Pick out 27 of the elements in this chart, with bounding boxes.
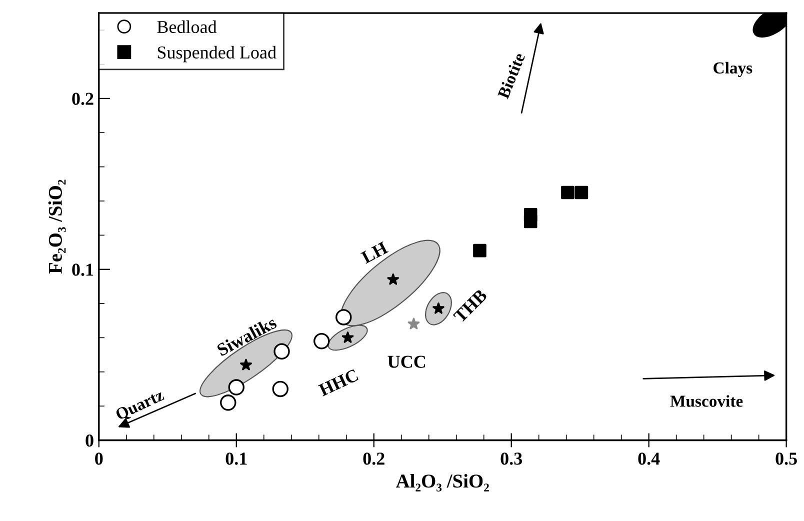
x-tick-label: 0.1 <box>226 452 247 465</box>
annotation: UCC <box>388 356 426 368</box>
point <box>561 186 574 200</box>
point <box>574 186 588 200</box>
annotation: Clays <box>714 62 752 77</box>
x-tick-label: 0.3 <box>500 452 522 465</box>
point <box>335 309 352 326</box>
annotation: Muscovite <box>670 395 743 407</box>
y-tick-label: 0.2 <box>72 92 94 105</box>
annotation: Biotite <box>496 52 526 100</box>
x-tick-label: 0.4 <box>638 452 660 465</box>
y-tick-label: 0.1 <box>72 264 94 276</box>
point <box>408 318 420 330</box>
x-axis-title: Al₂O₃ /SiO₂ <box>396 474 489 492</box>
point <box>524 208 538 222</box>
y-tick-label: 0 <box>86 434 94 447</box>
x-tick-label: 0.2 <box>363 452 384 465</box>
y-axis-title: Fe₂O₃ /SiO₂ <box>48 180 66 274</box>
point <box>228 379 244 396</box>
annotation: LH <box>360 241 389 264</box>
legend-label: Bedload <box>157 20 217 34</box>
x-tick-label: 0 <box>95 452 103 465</box>
annotation: Quartz <box>114 389 166 423</box>
annotation: HHC <box>318 368 359 397</box>
point <box>473 244 486 258</box>
legend-label: Suspended Load <box>158 46 276 62</box>
x-tick-label: 0.5 <box>776 452 797 465</box>
